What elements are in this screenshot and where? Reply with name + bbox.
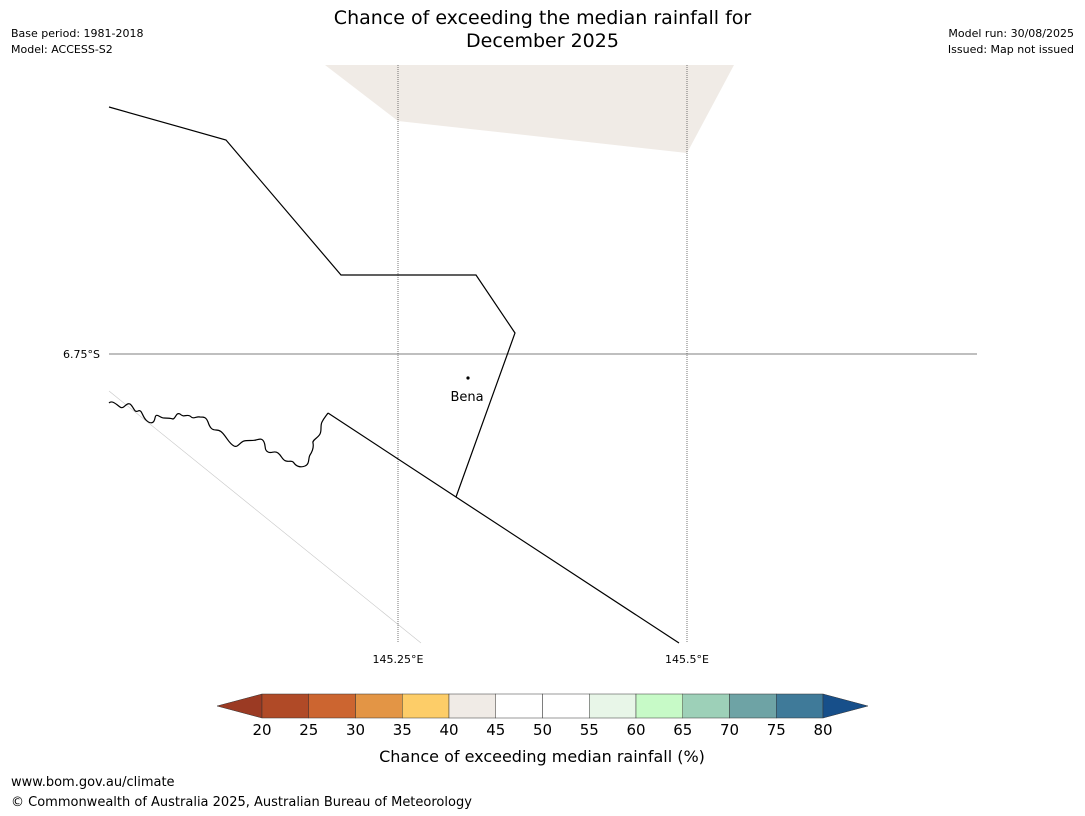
colorbar-tick-label: 75: [767, 721, 786, 739]
bena-label: Bena: [450, 390, 483, 405]
colorbar-bin: [308, 693, 356, 719]
river-boundary: [108, 401, 329, 468]
colorbar-tick-label: 25: [299, 721, 318, 739]
colorbar-tick-label: 45: [486, 721, 505, 739]
colorbar-tick-labels: 20 25 30 35 40 45 50 55 60 65 70 75 80: [252, 721, 832, 739]
colorbar-tick-label: 50: [533, 721, 552, 739]
longitude-label-1: 145.25°E: [373, 653, 424, 666]
colorbar-over-arrow: [822, 693, 869, 719]
province-boundary-south: [327, 412, 680, 644]
colorbar-tick-label: 70: [720, 721, 739, 739]
base-period-text: Base period: 1981-2018: [11, 27, 144, 40]
footer-copyright: © Commonwealth of Australia 2025, Austra…: [11, 795, 472, 810]
colorbar-bins: [261, 693, 824, 719]
colorbar-bin: [448, 693, 496, 719]
colorbar-bin: [355, 693, 403, 719]
colorbar-tick-label: 40: [439, 721, 458, 739]
map-title: Chance of exceeding the median rainfall …: [0, 7, 1085, 53]
title-line-2: December 2025: [466, 30, 619, 52]
colorbar-tick-label: 55: [580, 721, 599, 739]
shaded-probability-region: [325, 65, 734, 153]
colorbar-bin: [776, 693, 824, 719]
model-text: Model: ACCESS-S2: [11, 43, 113, 56]
colorbar-bin: [682, 693, 730, 719]
colorbar-bin: [589, 693, 637, 719]
meta-left: Base period: 1981-2018 Model: ACCESS-S2: [11, 26, 143, 58]
colorbar-tick-label: 35: [393, 721, 412, 739]
meta-right: Model run: 30/08/2025 Issued: Map not is…: [948, 26, 1074, 58]
faint-boundary-line: [108, 390, 422, 644]
province-boundary-north: [108, 106, 516, 498]
colorbar-tick-label: 60: [626, 721, 645, 739]
footer-url: www.bom.gov.au/climate: [11, 775, 175, 790]
colorbar-bin: [542, 693, 590, 719]
colorbar-tick-label: 80: [813, 721, 832, 739]
colorbar-bin: [402, 693, 450, 719]
colorbar-bin: [495, 693, 543, 719]
colorbar-tick-label: 65: [673, 721, 692, 739]
colorbar-title: Chance of exceeding median rainfall (%): [379, 747, 705, 766]
issued-text: Issued: Map not issued: [947, 43, 1074, 56]
colorbar-bin: [261, 693, 309, 719]
colorbar-under-arrow: [216, 693, 263, 719]
colorbar-tick-label: 20: [252, 721, 271, 739]
colorbar-bin: [729, 693, 777, 719]
title-line-1: Chance of exceeding the median rainfall …: [333, 7, 752, 29]
latitude-label: 6.75°S: [63, 348, 100, 361]
colorbar-bin: [635, 693, 683, 719]
model-run-text: Model run: 30/08/2025: [948, 27, 1074, 40]
colorbar-tick-label: 30: [346, 721, 365, 739]
longitude-label-2: 145.5°E: [665, 653, 709, 666]
bena-marker: [466, 376, 470, 380]
colorbar: 20 25 30 35 40 45 50 55 60 65 70 75 80 Chance of exc…: [216, 693, 869, 766]
